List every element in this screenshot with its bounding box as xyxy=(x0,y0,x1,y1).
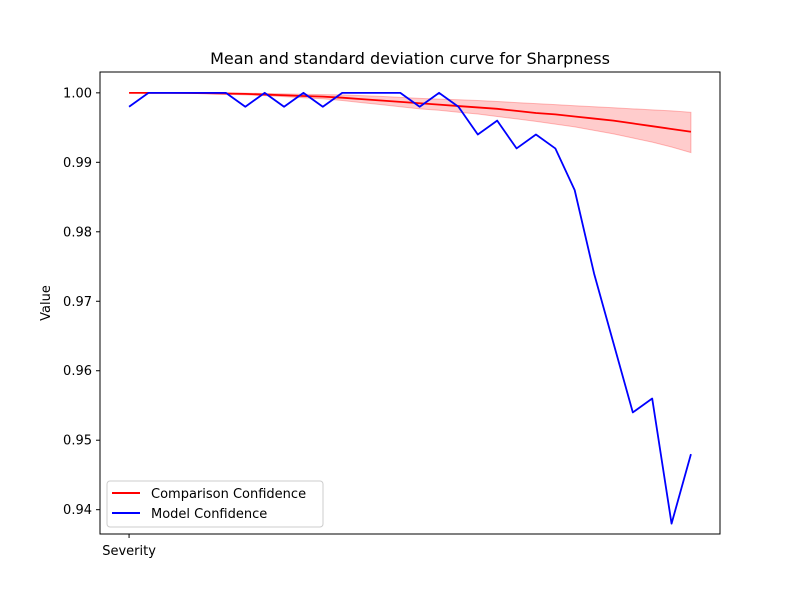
legend-label-comparison: Comparison Confidence xyxy=(151,487,306,502)
x-axis: Severity xyxy=(102,534,156,559)
y-axis: 0.94 0.95 0.96 0.97 0.98 0.99 1.00 xyxy=(63,86,100,518)
plot-area xyxy=(128,91,692,525)
y-tick-label: 0.97 xyxy=(63,295,92,310)
y-tick-label: 0.99 xyxy=(63,156,92,171)
chart-title: Mean and standard deviation curve for Sh… xyxy=(210,49,610,68)
y-tick-label: 0.95 xyxy=(63,434,92,449)
legend-label-model: Model Confidence xyxy=(151,507,267,522)
axes-frame xyxy=(99,71,721,535)
y-tick-label: 1.00 xyxy=(63,86,92,101)
y-tick-label: 0.94 xyxy=(63,503,92,518)
y-tick-label: 0.96 xyxy=(63,364,92,379)
legend: Comparison Confidence Model Confidence xyxy=(106,480,324,528)
std-band-comparison xyxy=(129,92,692,154)
y-axis-label: Value xyxy=(39,285,54,321)
legend-frame xyxy=(106,480,324,528)
series-line-model xyxy=(128,91,692,525)
x-tick-label: Severity xyxy=(102,544,156,559)
y-tick-label: 0.98 xyxy=(63,225,92,240)
